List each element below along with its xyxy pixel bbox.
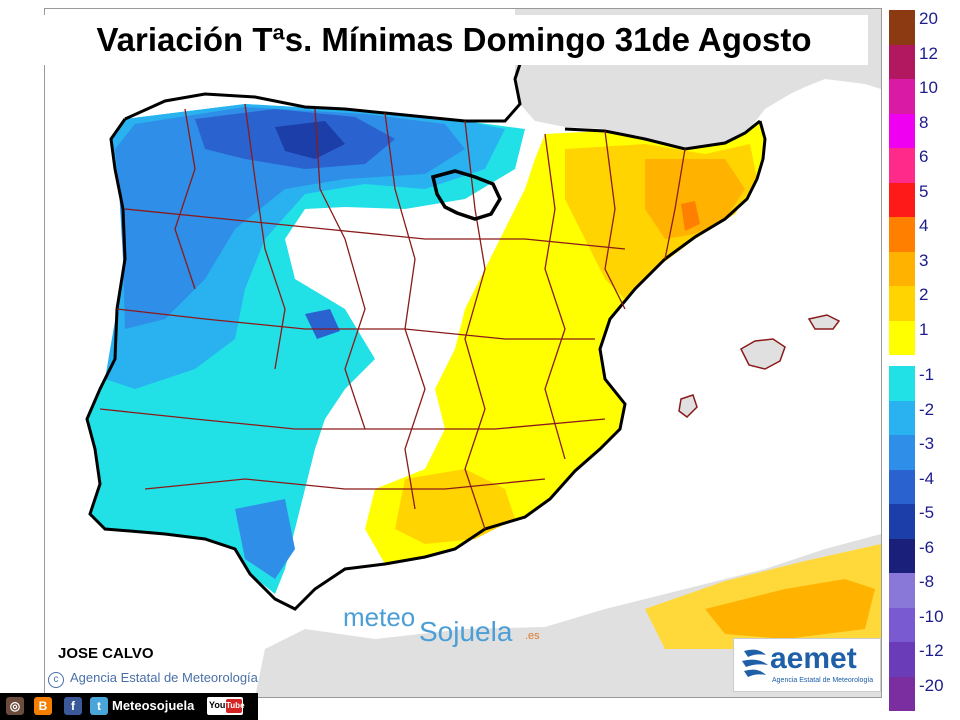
legend-swatch: [889, 148, 915, 183]
legend-swatch: [889, 573, 915, 608]
legend-swatch: [889, 182, 915, 217]
author-label: JOSE CALVO: [58, 645, 154, 662]
youtube-you: You: [209, 700, 226, 710]
legend-label: 20: [919, 9, 938, 28]
legend-label: -1: [919, 365, 935, 384]
twitter-icon[interactable]: t: [90, 697, 108, 715]
legend-swatch: [889, 642, 915, 677]
watermark-part2: Sojuela: [419, 616, 513, 647]
legend-swatch: [889, 10, 915, 45]
legend-label: -5: [919, 503, 935, 522]
legend-swatch: [889, 251, 915, 286]
legend-label: 8: [919, 112, 929, 132]
blogger-icon[interactable]: B: [34, 697, 52, 715]
aemet-subtitle: Agencia Estatal de Meteorología: [772, 677, 874, 684]
copyright-icon: c: [48, 672, 64, 688]
legend-label: -3: [919, 434, 935, 453]
legend-swatch: [889, 320, 915, 355]
legend-swatch: [889, 44, 915, 79]
legend-label: -20: [919, 675, 944, 695]
temperature-variation-map: [85, 9, 881, 697]
balearic-islands: [740, 338, 786, 370]
aemet-credit-text: Agencia Estatal de Meteorología: [70, 670, 258, 685]
watermark-part1: meteo: [343, 602, 416, 632]
legend-swatch: [889, 504, 915, 539]
legend-label: -4: [919, 468, 935, 488]
province-borders: [99, 103, 686, 530]
legend-swatch: [889, 538, 915, 573]
africa-heat-core: [705, 579, 875, 639]
menorca: [807, 314, 841, 330]
ibiza: [678, 394, 698, 418]
blue-south-patch: [235, 499, 295, 579]
social-bar: ◎ B f t Meteosojuela You Tube: [0, 693, 258, 720]
legend-swatch: [889, 286, 915, 321]
legend-label: -2: [919, 399, 935, 419]
la-rioja-outline: [430, 169, 502, 221]
legend-swatch: [889, 400, 915, 435]
orange-south: [395, 469, 515, 544]
north-africa: [255, 534, 881, 697]
legend-swatch: [889, 79, 915, 114]
legend-label: 6: [919, 147, 929, 166]
legend-swatch: [889, 113, 915, 148]
legend-label: -10: [919, 606, 944, 626]
legend-label: 3: [919, 250, 929, 270]
legend-swatch: [889, 469, 915, 504]
orange-zone: [645, 159, 745, 239]
legend-label: 4: [919, 216, 929, 235]
legend-label: -6: [919, 537, 935, 557]
legend-label: 5: [919, 181, 929, 201]
legend-swatch: [889, 676, 915, 711]
map-title: Variación Tªs. Mínimas Domingo 31de Agos…: [40, 15, 868, 65]
social-handle[interactable]: Meteosojuela: [112, 698, 195, 713]
mid-blue-zone: [115, 107, 465, 329]
watermark-part3: .es: [525, 630, 540, 642]
aemet-name: aemet: [770, 642, 857, 675]
legend-label: -12: [919, 641, 944, 660]
legend-label: 12: [919, 43, 938, 63]
legend-label: 10: [919, 78, 938, 97]
blue-central-patch: [305, 309, 340, 339]
legend-label: 1: [919, 319, 929, 339]
orange-core: [681, 201, 700, 231]
instagram-icon[interactable]: ◎: [6, 697, 24, 715]
aemet-swirl-icon: [742, 649, 768, 677]
youtube-icon[interactable]: You Tube: [207, 697, 245, 715]
aemet-logo: aemet Agencia Estatal de Meteorología: [733, 638, 881, 692]
legend-swatch: [889, 217, 915, 252]
legend-label: -8: [919, 572, 935, 591]
legend-swatch: [889, 366, 915, 401]
youtube-tube: Tube: [226, 699, 245, 713]
color-legend: 20 12 10 8 6 5 4 3 2 1 -1 -2 -3 -4 -5 -6 -8 -10 -12 -20: [885, 9, 960, 711]
legend-swatch: [889, 435, 915, 470]
facebook-icon[interactable]: f: [64, 697, 82, 715]
darkest-blue-zone: [275, 121, 345, 159]
legend-swatch: [889, 607, 915, 642]
map-frame: [44, 8, 882, 698]
legend-label: 2: [919, 285, 929, 304]
aemet-credit: c Agencia Estatal de Meteorología: [48, 670, 258, 688]
